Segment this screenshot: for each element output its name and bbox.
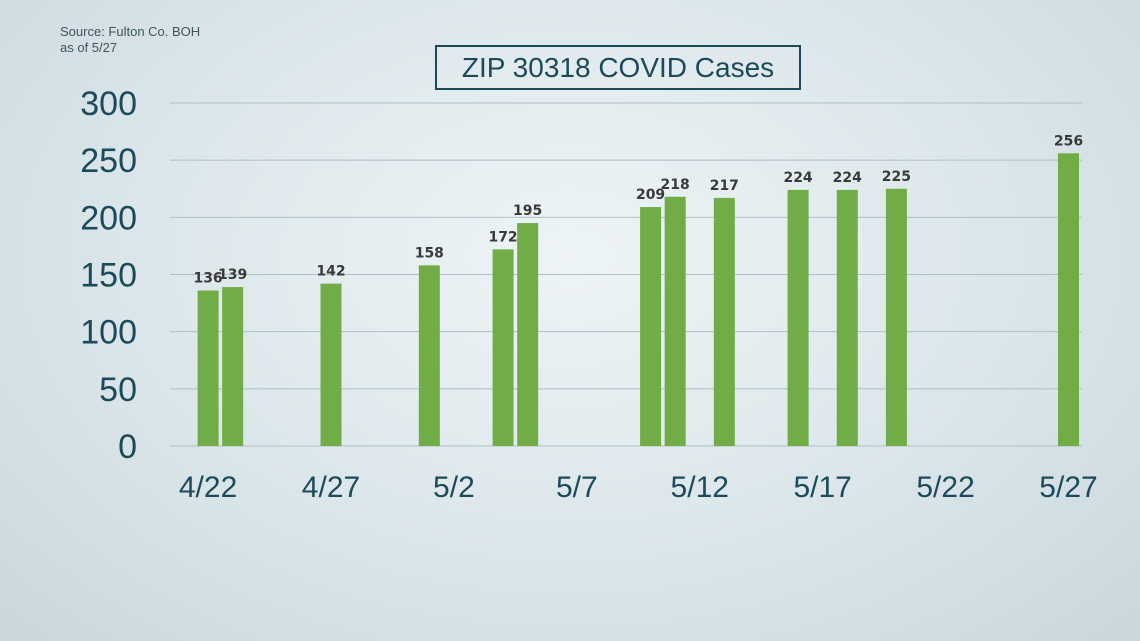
source-line: Source: Fulton Co. BOH (60, 24, 201, 39)
data-label: 158 (415, 245, 444, 261)
y-tick-label: 250 (80, 142, 137, 180)
as-of-line: as of 5/27 (60, 40, 118, 55)
bar-4-27 (320, 283, 342, 446)
data-label: 224 (833, 170, 862, 186)
y-tick-label: 50 (99, 371, 137, 409)
x-tick-label: 5/22 (916, 471, 974, 504)
bar-5-4 (492, 249, 514, 446)
bar-5-1 (418, 265, 440, 446)
y-tick-label: 150 (80, 257, 137, 295)
data-label: 225 (882, 169, 911, 185)
x-tick-label: 5/7 (556, 471, 598, 504)
x-tick-label: 4/22 (179, 471, 237, 504)
bar-4-22 (197, 290, 219, 446)
gridlines (170, 102, 1082, 447)
data-label: 224 (783, 170, 812, 186)
data-label: 172 (488, 229, 517, 245)
data-label: 195 (513, 203, 542, 219)
data-label: 142 (316, 264, 345, 280)
data-label: 217 (710, 178, 739, 194)
x-tick-label: 4/27 (302, 471, 360, 504)
bar-5-10 (640, 207, 662, 446)
chart-title: ZIP 30318 COVID Cases (435, 45, 801, 90)
data-label: 256 (1054, 133, 1083, 149)
y-tick-label: 200 (80, 199, 137, 237)
bar-5-20 (885, 188, 907, 446)
x-tick-label: 5/2 (433, 471, 475, 504)
x-tick-label: 5/27 (1039, 471, 1097, 504)
y-axis-ticks: 0 50 100 150 200 250 300 (80, 85, 137, 466)
bar-4-23 (222, 287, 244, 446)
bar-5-27 (1058, 153, 1079, 446)
x-tick-label: 5/17 (793, 471, 851, 504)
data-label: 136 (193, 271, 222, 287)
bar-5-16 (787, 189, 809, 447)
bar-5-18 (836, 189, 858, 447)
bar-5-11 (664, 196, 686, 446)
y-tick-label: 100 (80, 314, 137, 352)
data-label: 139 (218, 267, 247, 283)
bar-5-5 (517, 223, 539, 446)
bar-5-13 (713, 197, 735, 446)
x-axis-ticks: 4/22 4/27 5/2 5/7 5/12 5/17 5/22 5/27 (179, 471, 1098, 504)
data-label: 218 (661, 177, 690, 193)
data-label: 209 (636, 187, 665, 203)
y-tick-label: 300 (80, 85, 137, 123)
bars (197, 153, 1079, 447)
y-tick-label: 0 (118, 428, 137, 466)
source-note: Source: Fulton Co. BOH as of 5/27 (60, 24, 200, 56)
x-tick-label: 5/12 (671, 471, 729, 504)
